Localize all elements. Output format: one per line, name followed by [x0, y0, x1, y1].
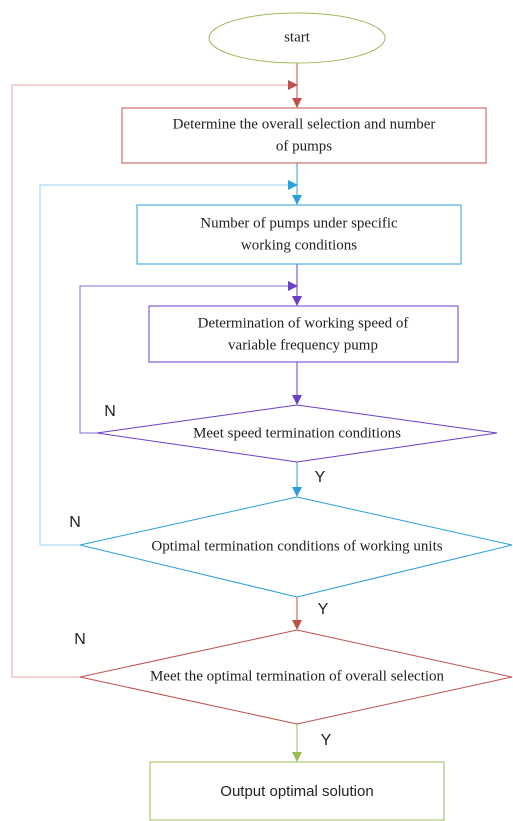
connectors [11, 63, 302, 762]
node-label: working conditions [241, 237, 357, 253]
node-label: Determination of working speed of [198, 315, 409, 331]
node-label: Meet the optimal termination of overall … [150, 668, 445, 684]
edge-label: Y [315, 469, 326, 486]
node-label: Determine the overall selection and numb… [173, 116, 436, 132]
start-node [208, 12, 386, 64]
edge-label: N [69, 514, 81, 531]
node-label: Output optimal solution [220, 783, 373, 800]
loop-arrow [11, 80, 298, 678]
loop-arrow [79, 281, 298, 434]
loop-arrow [39, 180, 298, 546]
decision [79, 629, 513, 725]
node-label: Optimal termination conditions of workin… [151, 538, 442, 554]
edge-label: N [74, 631, 86, 648]
edge-label: Y [321, 732, 332, 749]
node-label: Number of pumps under specific [200, 215, 398, 231]
edge-label: Y [318, 601, 329, 618]
node-label: of pumps [276, 138, 332, 154]
decision [79, 496, 513, 598]
node-label: Meet speed termination conditions [193, 425, 401, 441]
node-label: start [284, 29, 311, 45]
edge-label: N [104, 403, 116, 420]
node-label: variable frequency pump [228, 337, 378, 353]
process-box [121, 107, 487, 164]
output-box [149, 761, 445, 821]
process-box [136, 204, 462, 265]
decision [96, 404, 498, 463]
process-box [148, 305, 459, 363]
